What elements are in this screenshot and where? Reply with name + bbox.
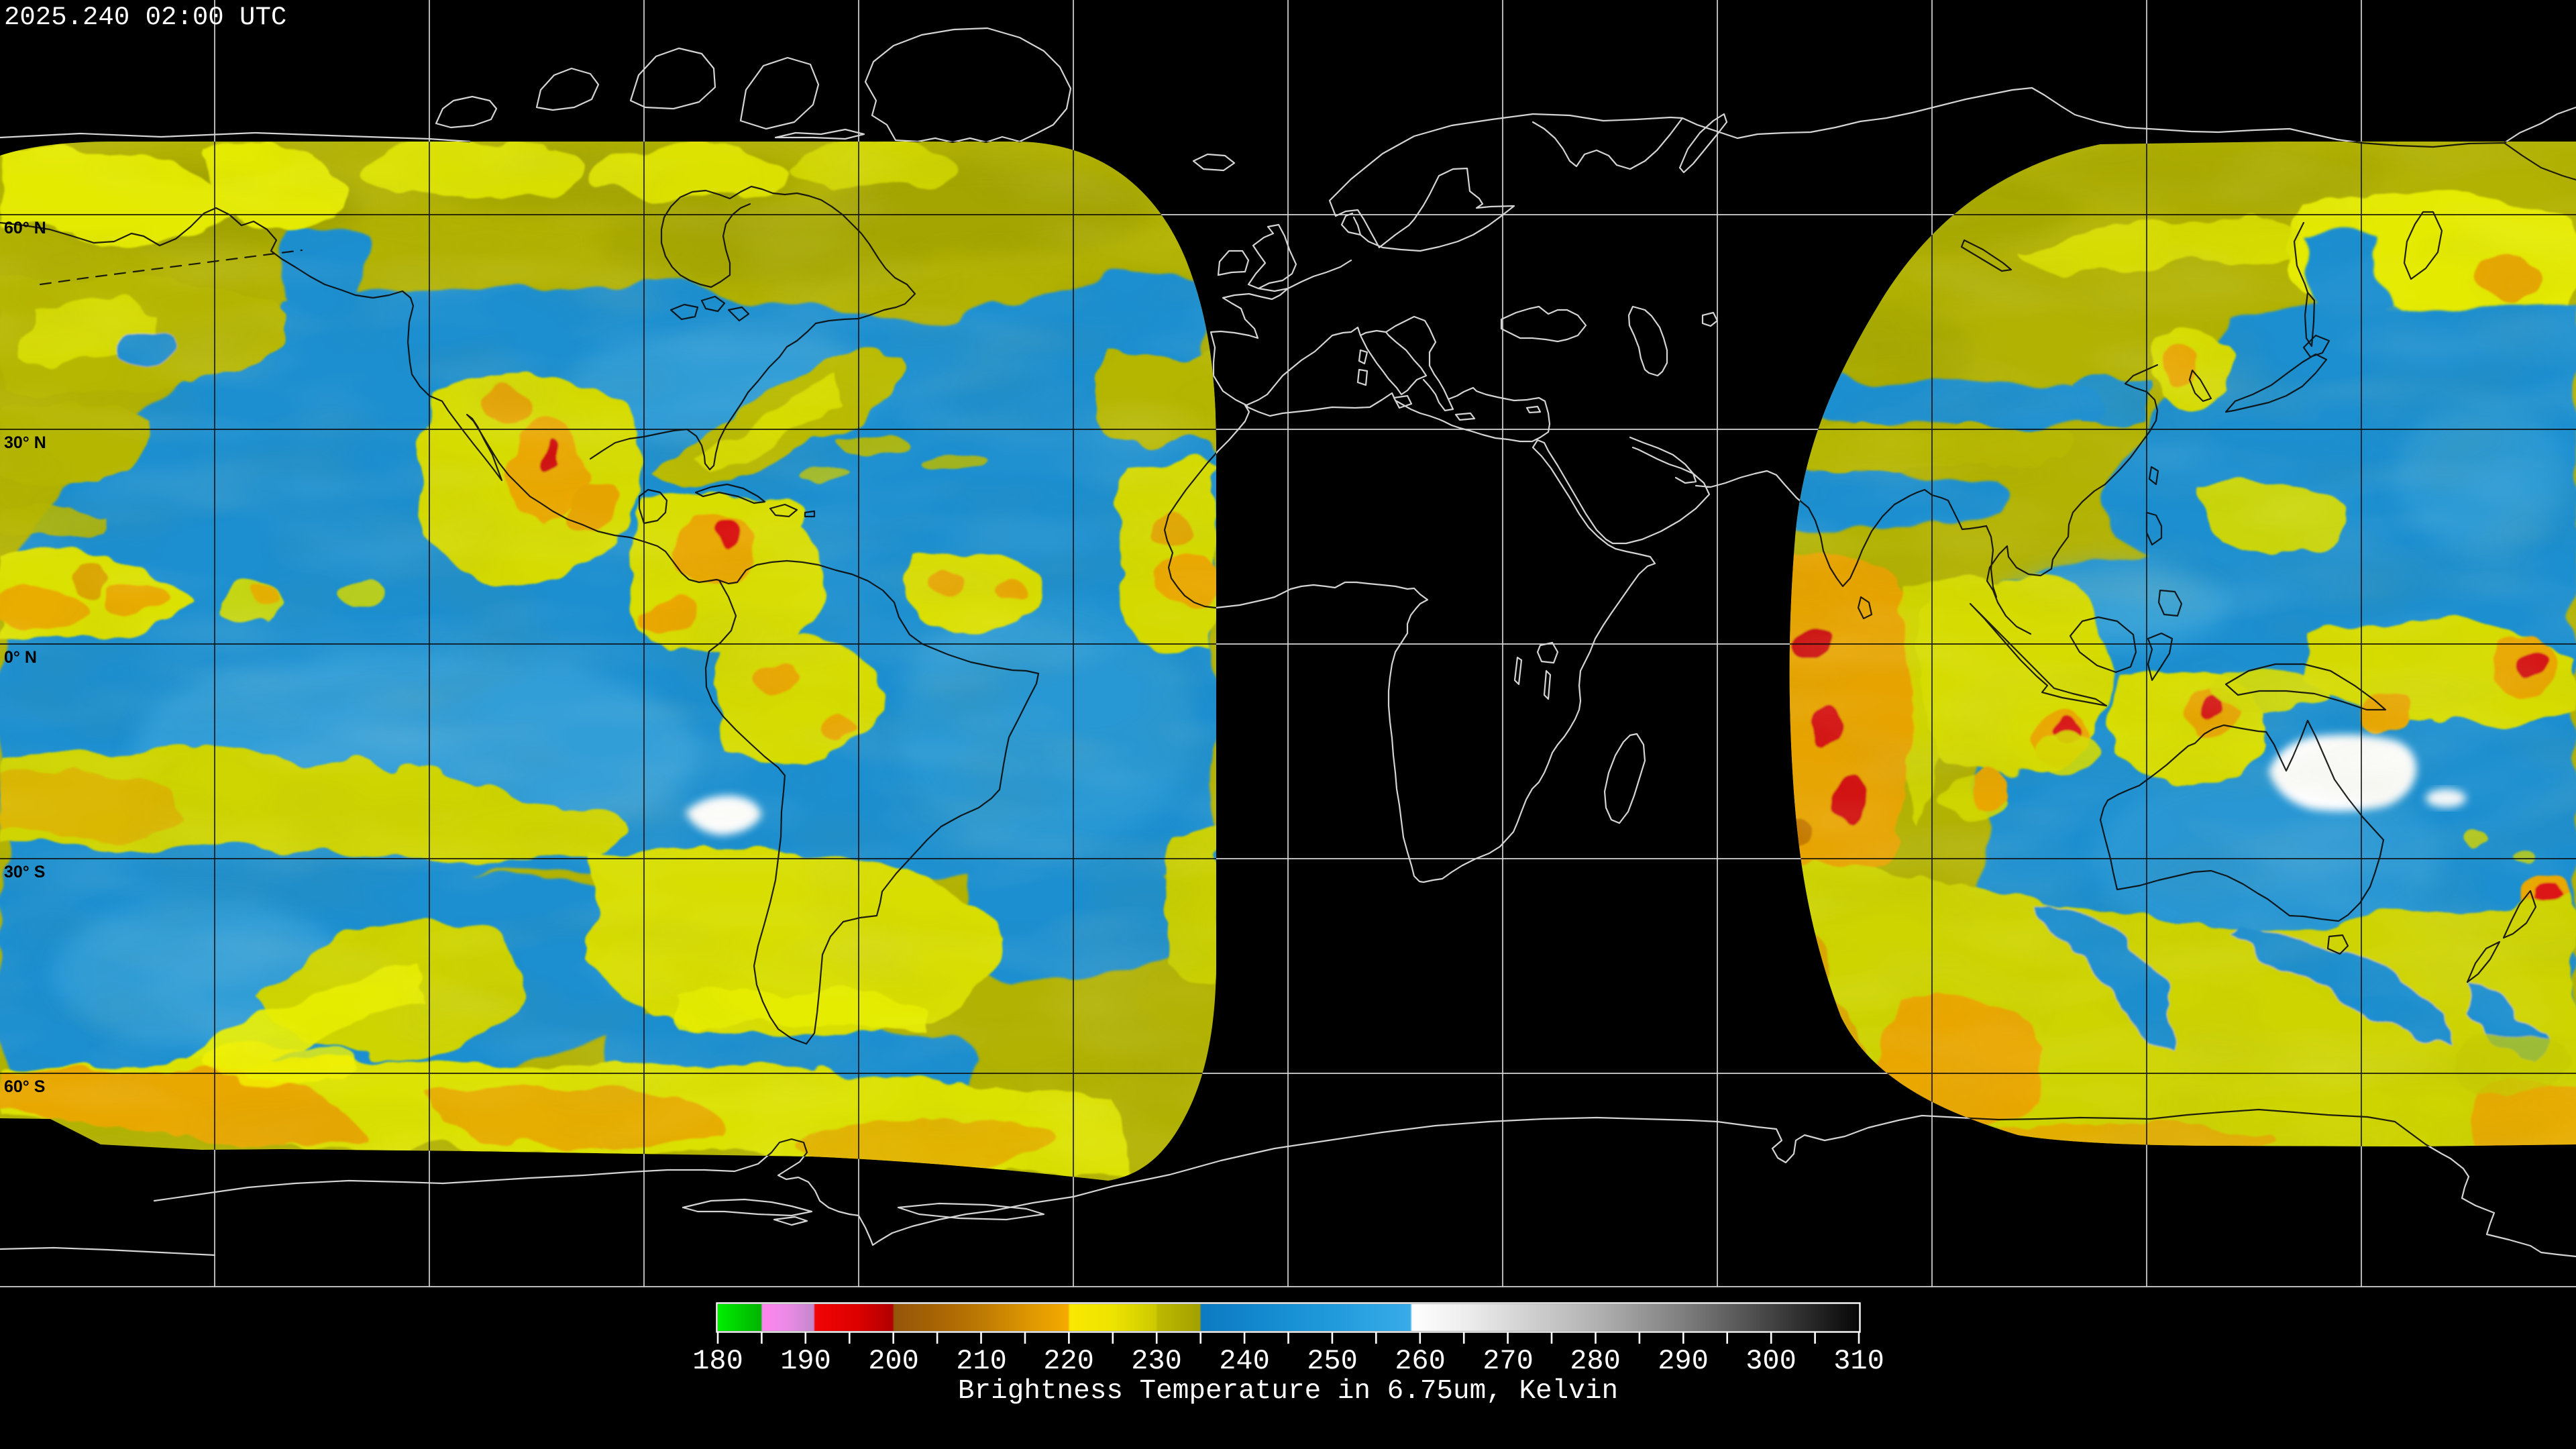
svg-text:2025.240 02:00 UTC: 2025.240 02:00 UTC (4, 3, 286, 32)
svg-text:240: 240 (1219, 1345, 1270, 1377)
svg-text:Brightness Temperature in 6.75: Brightness Temperature in 6.75um, Kelvin (958, 1376, 1618, 1407)
svg-text:60° N: 60° N (4, 219, 46, 237)
svg-text:220: 220 (1043, 1345, 1094, 1377)
svg-text:230: 230 (1131, 1345, 1182, 1377)
svg-text:310: 310 (1833, 1345, 1884, 1377)
svg-text:30° S: 30° S (4, 863, 45, 881)
svg-text:60° S: 60° S (4, 1077, 45, 1096)
svg-text:30° N: 30° N (4, 433, 46, 452)
svg-text:280: 280 (1570, 1345, 1621, 1377)
svg-text:300: 300 (1746, 1345, 1796, 1377)
svg-text:180: 180 (692, 1345, 743, 1377)
svg-text:210: 210 (956, 1345, 1007, 1377)
svg-text:260: 260 (1395, 1345, 1446, 1377)
svg-text:250: 250 (1307, 1345, 1358, 1377)
svg-text:290: 290 (1658, 1345, 1709, 1377)
svg-text:270: 270 (1483, 1345, 1534, 1377)
svg-text:200: 200 (868, 1345, 919, 1377)
svg-text:0° N: 0° N (4, 648, 37, 667)
svg-text:190: 190 (780, 1345, 831, 1377)
